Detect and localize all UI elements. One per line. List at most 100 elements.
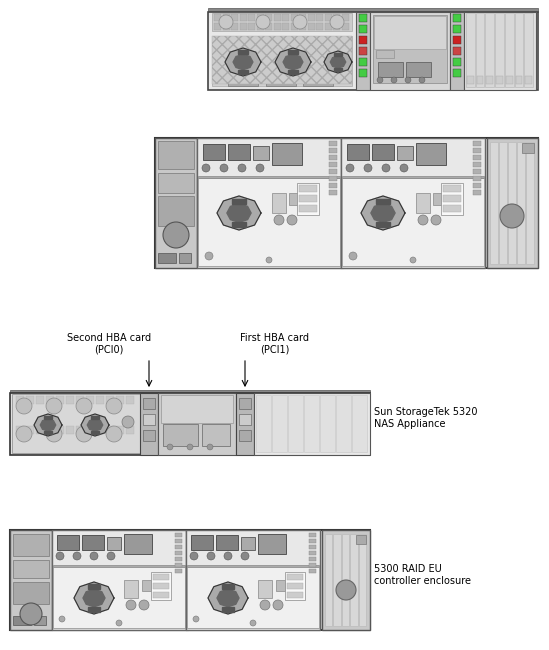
Bar [266,78,296,86]
Circle shape [256,164,264,172]
Bar [56,426,64,434]
Bar [522,143,534,153]
Bar [359,14,367,22]
Bar [203,144,225,160]
Circle shape [410,257,416,263]
Polygon shape [208,582,248,614]
Bar [258,534,286,554]
Bar [198,176,340,178]
Bar [46,396,54,404]
Bar [273,23,281,30]
Bar [256,23,264,30]
Bar [153,574,169,580]
Bar [175,557,182,561]
Circle shape [190,552,198,560]
Bar [273,14,281,21]
Bar [143,414,155,425]
Bar [228,78,258,86]
Text: Second HBA card
(PCI0): Second HBA card (PCI0) [67,333,151,355]
Bar [155,138,197,268]
Bar [453,25,461,33]
Polygon shape [324,51,352,73]
Polygon shape [222,584,234,589]
Bar [143,430,155,441]
Bar [473,183,481,188]
Circle shape [250,620,256,626]
Polygon shape [233,55,253,70]
Polygon shape [232,198,245,203]
Bar [473,141,481,146]
Bar [158,253,176,263]
Bar [236,393,254,455]
Circle shape [139,600,149,610]
Bar [397,146,413,160]
Bar [309,533,316,537]
Polygon shape [334,68,342,72]
Bar [516,76,522,84]
Bar [477,76,484,84]
Bar [158,141,194,169]
Bar [248,14,255,21]
Bar [333,23,340,30]
Bar [324,23,332,30]
Polygon shape [222,607,234,612]
Bar [10,530,370,630]
Bar [153,583,169,589]
Bar [358,534,366,626]
Circle shape [274,215,284,225]
Bar [508,142,516,264]
Circle shape [260,600,270,610]
Bar [56,396,64,404]
Circle shape [205,252,213,260]
Bar [153,592,169,598]
Bar [107,537,121,550]
Bar [258,580,272,598]
Bar [329,183,337,188]
Bar [254,393,370,455]
Polygon shape [227,203,251,222]
Polygon shape [371,203,395,222]
Bar [342,534,349,626]
Bar [443,185,461,192]
Bar [288,395,303,452]
Bar [12,394,140,453]
Polygon shape [275,48,311,76]
Bar [158,173,194,193]
Bar [265,14,272,21]
Bar [473,155,481,160]
Bar [299,185,317,192]
Text: Sun StorageTek 5320
NAS Appliance: Sun StorageTek 5320 NAS Appliance [374,407,478,429]
Polygon shape [232,222,245,227]
Circle shape [220,164,228,172]
Bar [191,535,213,550]
Circle shape [59,616,65,622]
Bar [374,16,446,49]
Bar [376,50,394,58]
Bar [272,395,287,452]
Polygon shape [81,414,109,436]
Bar [490,142,498,264]
Bar [506,76,513,84]
Polygon shape [34,414,62,436]
Circle shape [349,252,357,260]
Bar [175,563,182,567]
Bar [304,395,319,452]
Circle shape [266,257,272,263]
Circle shape [224,552,232,560]
Circle shape [163,222,189,248]
Bar [116,426,124,434]
Bar [476,13,484,87]
Polygon shape [40,419,55,431]
Bar [239,398,251,409]
Polygon shape [283,55,303,70]
Bar [324,14,332,21]
Bar [241,537,255,550]
Bar [10,390,370,393]
Bar [53,567,185,628]
Bar [282,14,289,21]
Bar [276,580,285,591]
Bar [231,23,238,30]
Circle shape [116,620,122,626]
Bar [175,551,182,555]
Polygon shape [225,48,261,76]
